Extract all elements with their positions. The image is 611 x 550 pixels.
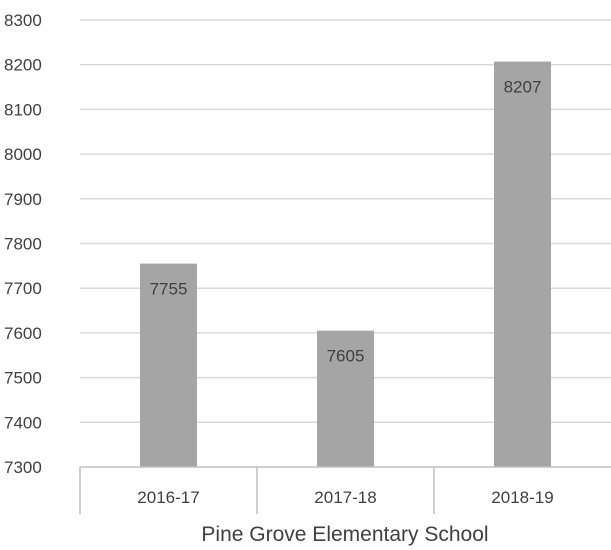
y-tick-label: 7800 <box>4 235 42 254</box>
y-tick-label: 8000 <box>4 145 42 164</box>
y-tick-label: 7300 <box>4 458 42 477</box>
y-tick-label: 8100 <box>4 100 42 119</box>
bar-2017-18 <box>317 330 374 467</box>
y-tick-label: 7500 <box>4 369 42 388</box>
y-axis-tick-labels: 7300 7400 7500 7600 7700 7800 7900 8000 8100 8200… <box>4 11 42 477</box>
x-axis: 2016-17 2017-18 2018-19 <box>79 466 611 514</box>
data-labels: 7755 7605 8207 <box>150 78 542 366</box>
bar-2016-17 <box>140 263 197 467</box>
y-tick-label: 7700 <box>4 279 42 298</box>
data-label: 8207 <box>504 78 542 97</box>
x-tick-label: 2018-19 <box>491 488 553 507</box>
bar-2018-19 <box>494 61 551 468</box>
y-tick-label: 8300 <box>4 11 42 30</box>
y-tick-label: 7600 <box>4 324 42 343</box>
x-axis-title: Pine Grove Elementary School <box>201 523 488 546</box>
y-tick-label: 7900 <box>4 190 42 209</box>
data-label: 7605 <box>327 347 365 366</box>
x-tick-label: 2017-18 <box>314 488 376 507</box>
y-tick-label: 7400 <box>4 413 42 432</box>
y-tick-label: 8200 <box>4 56 42 75</box>
data-label: 7755 <box>150 280 188 299</box>
x-tick-label: 2016-17 <box>137 488 199 507</box>
bars <box>140 61 551 468</box>
